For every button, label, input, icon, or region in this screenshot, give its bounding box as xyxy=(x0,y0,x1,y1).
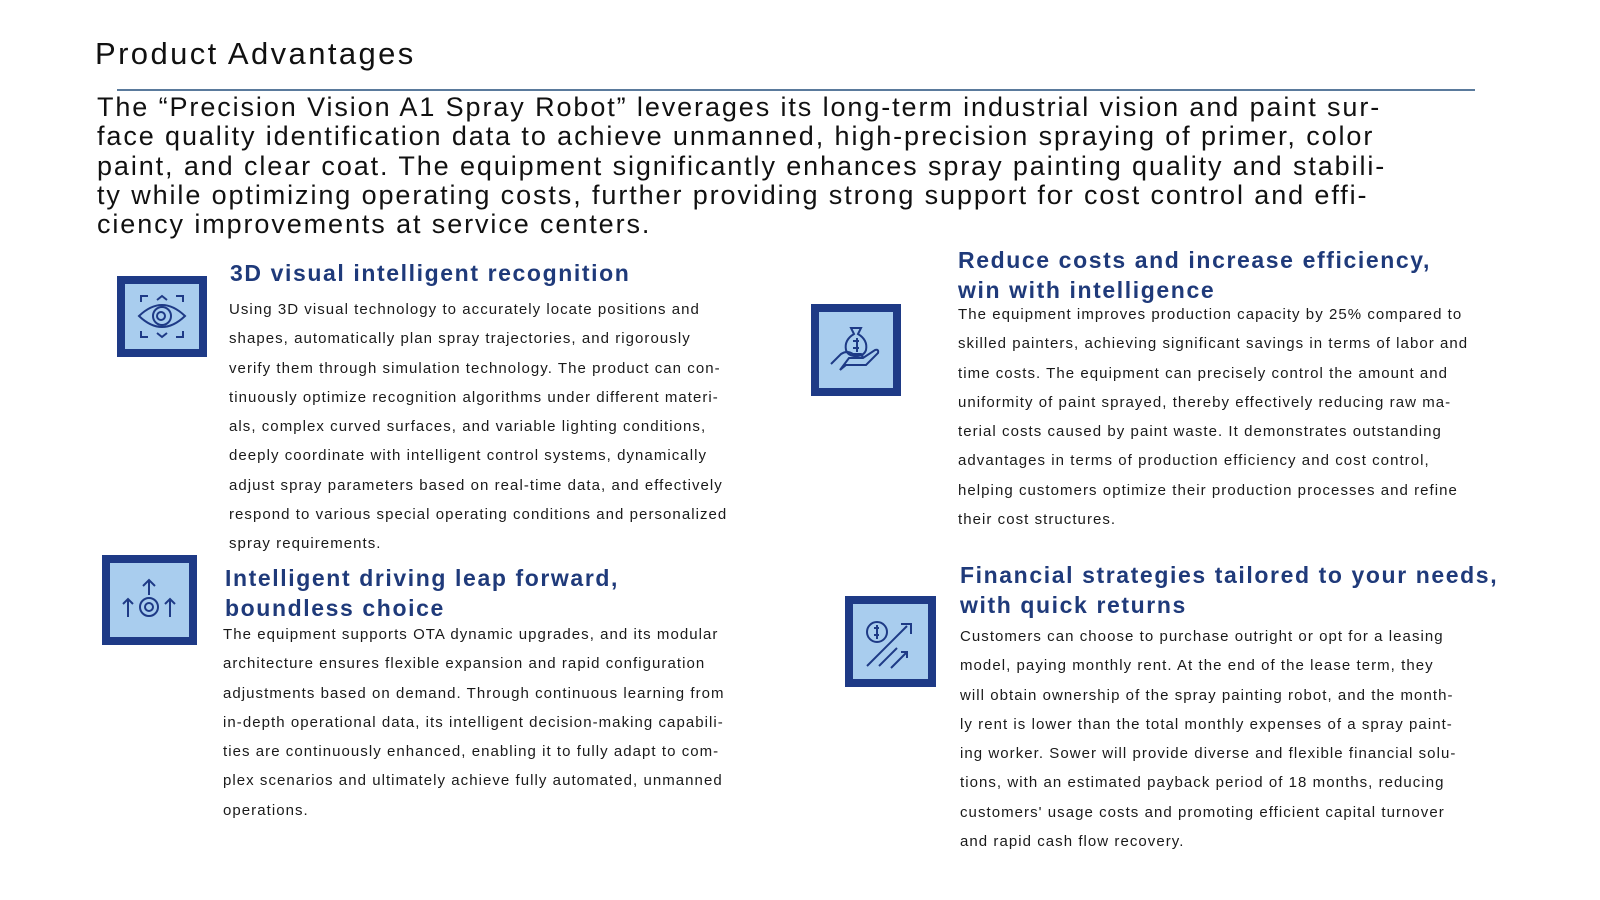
body-line: advantages in terms of production effici… xyxy=(958,452,1430,470)
body-line: als, complex curved surfaces, and variab… xyxy=(229,418,707,436)
card-body: Using 3D visual technology to accurately… xyxy=(229,295,727,559)
body-line: shapes, automatically plan spray traject… xyxy=(229,330,691,348)
body-line: The equipment supports OTA dynamic upgra… xyxy=(223,626,719,643)
heading-line: 3D visual intelligent recognition xyxy=(230,260,631,286)
body-line: and rapid cash flow recovery. xyxy=(960,833,1185,851)
body-line: The equipment improves production capaci… xyxy=(958,306,1463,323)
body-line: their cost structures. xyxy=(958,511,1117,529)
intro-line: face quality identification data to achi… xyxy=(97,121,1375,152)
heading-line: Reduce costs and increase efficiency, xyxy=(958,247,1431,273)
body-line: tions, with an estimated payback period … xyxy=(960,774,1445,792)
body-line: helping customers optimize their product… xyxy=(958,481,1458,499)
body-line: Using 3D visual technology to accurately… xyxy=(229,301,700,318)
body-line: model, paying monthly rent. At the end o… xyxy=(960,657,1434,675)
body-line: ties are continuously enhanced, enabling… xyxy=(223,743,720,761)
body-line: operations. xyxy=(223,801,309,819)
card-body: The equipment improves production capaci… xyxy=(958,300,1468,534)
card-heading: Reduce costs and increase efficiency, wi… xyxy=(958,246,1431,305)
money-bag-hand-icon xyxy=(811,304,901,396)
body-line: adjustments based on demand. Through con… xyxy=(223,684,725,702)
body-line: skilled painters, achieving significant … xyxy=(958,335,1469,353)
body-line: plex scenarios and ultimately achieve fu… xyxy=(223,772,723,790)
body-line: verify them through simulation technolog… xyxy=(229,359,721,377)
card-heading: 3D visual intelligent recognition xyxy=(230,259,630,289)
body-line: spray requirements. xyxy=(229,535,382,553)
heading-line: Financial strategies tailored to your ne… xyxy=(960,562,1499,588)
intro-line: paint, and clear coat. The equipment sig… xyxy=(97,150,1387,181)
card-heading: Intelligent driving leap forward, boundl… xyxy=(225,564,619,623)
page-title: Product Advantages xyxy=(95,36,416,71)
heading-line: Intelligent driving leap forward, xyxy=(225,565,620,591)
body-line: tinuously optimize recognition algorithm… xyxy=(229,388,719,406)
heading-line: boundless choice xyxy=(225,594,445,621)
dollar-growth-arrow-icon xyxy=(845,596,936,687)
intro-paragraph: The “Precision Vision A1 Spray Robot” le… xyxy=(97,92,1387,240)
body-line: uniformity of paint sprayed, thereby eff… xyxy=(958,393,1452,411)
body-line: adjust spray parameters based on real-ti… xyxy=(229,476,723,494)
body-line: deeply coordinate with intelligent contr… xyxy=(229,447,708,465)
intro-line: ciency improvements at service centers. xyxy=(97,209,652,240)
body-line: architecture ensures flexible expansion … xyxy=(223,655,706,673)
eye-scan-icon xyxy=(117,276,207,357)
body-line: Customers can choose to purchase outrigh… xyxy=(960,628,1444,645)
body-line: terial costs caused by paint waste. It d… xyxy=(958,423,1442,441)
heading-line: win with intelligence xyxy=(958,276,1216,303)
body-line: in-depth operational data, its intellige… xyxy=(223,713,724,731)
card-heading: Financial strategies tailored to your ne… xyxy=(960,561,1498,620)
title-divider xyxy=(117,89,1475,91)
gear-arrows-icon xyxy=(102,555,197,645)
heading-line: with quick returns xyxy=(960,591,1187,618)
body-line: ly rent is lower than the total monthly … xyxy=(960,715,1453,733)
body-line: ing worker. Sower will provide diverse a… xyxy=(960,745,1457,763)
body-line: will obtain ownership of the spray paint… xyxy=(960,686,1454,704)
body-line: time costs. The equipment can precisely … xyxy=(958,364,1449,382)
body-line: respond to various special operating con… xyxy=(229,506,728,524)
intro-line: The “Precision Vision A1 Spray Robot” le… xyxy=(97,92,1382,122)
intro-line: ty while optimizing operating costs, fur… xyxy=(97,179,1369,210)
body-line: customers' usage costs and promoting eff… xyxy=(960,803,1445,821)
card-body: Customers can choose to purchase outrigh… xyxy=(960,622,1456,856)
card-body: The equipment supports OTA dynamic upgra… xyxy=(223,620,725,825)
